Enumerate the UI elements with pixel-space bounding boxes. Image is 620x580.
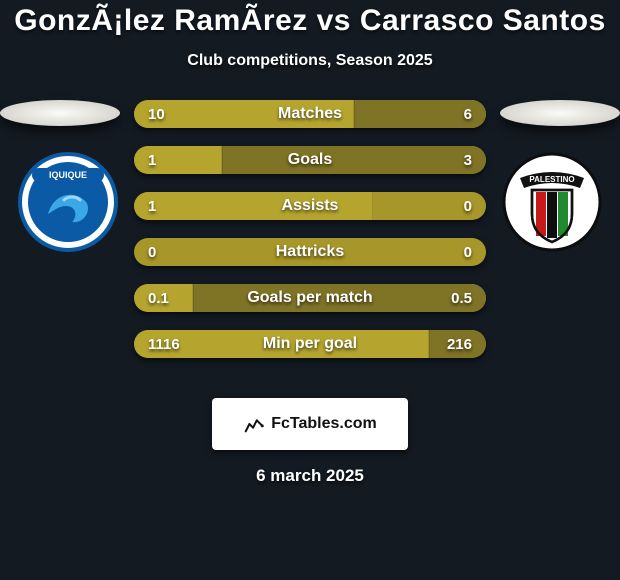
bar-fill-left xyxy=(134,284,193,312)
arena: IQUIQUE PALESTINO xyxy=(0,100,620,380)
comparison-card: GonzÃ¡lez RamÃ­rez vs Carrasco Santos Cl… xyxy=(0,0,620,580)
club-badge-right: PALESTINO xyxy=(502,152,602,252)
metric-bar: 1 Assists 0 xyxy=(134,192,486,220)
iquique-badge-icon: IQUIQUE xyxy=(18,152,118,252)
platform-left xyxy=(0,100,120,126)
metric-value-left: 0 xyxy=(148,238,156,266)
badge-right-text: PALESTINO xyxy=(529,175,574,184)
subtitle: Club competitions, Season 2025 xyxy=(0,52,620,70)
palestino-badge-icon: PALESTINO xyxy=(502,152,602,252)
source-text: FcTables.com xyxy=(271,415,377,433)
bar-fill-right xyxy=(193,284,486,312)
bar-fill-left xyxy=(134,146,222,174)
metric-value-right: 0 xyxy=(464,192,472,220)
fctables-logo-icon xyxy=(243,413,265,435)
bar-fill-right xyxy=(429,330,486,358)
bar-fill-right xyxy=(354,100,486,128)
club-badge-left: IQUIQUE xyxy=(18,152,118,252)
bar-fill-right xyxy=(222,146,486,174)
metric-bar: 0 Hattricks 0 xyxy=(134,238,486,266)
metric-label: Hattricks xyxy=(134,238,486,266)
bar-fill-left xyxy=(134,330,429,358)
source-badge: FcTables.com xyxy=(212,398,408,450)
badge-left-text: IQUIQUE xyxy=(49,170,87,180)
metric-bar: 0.1 Goals per match 0.5 xyxy=(134,284,486,312)
platform-right xyxy=(500,100,620,126)
metric-bar: 1116 Min per goal 216 xyxy=(134,330,486,358)
metric-bars: 10 Matches 6 1 Goals 3 1 Assists 0 xyxy=(134,100,486,358)
date: 6 march 2025 xyxy=(0,466,620,486)
metric-bar: 10 Matches 6 xyxy=(134,100,486,128)
metric-bar: 1 Goals 3 xyxy=(134,146,486,174)
bar-fill-left xyxy=(134,192,373,220)
bar-fill-left xyxy=(134,100,354,128)
metric-value-right: 0 xyxy=(464,238,472,266)
page-title: GonzÃ¡lez RamÃ­rez vs Carrasco Santos xyxy=(0,4,620,38)
